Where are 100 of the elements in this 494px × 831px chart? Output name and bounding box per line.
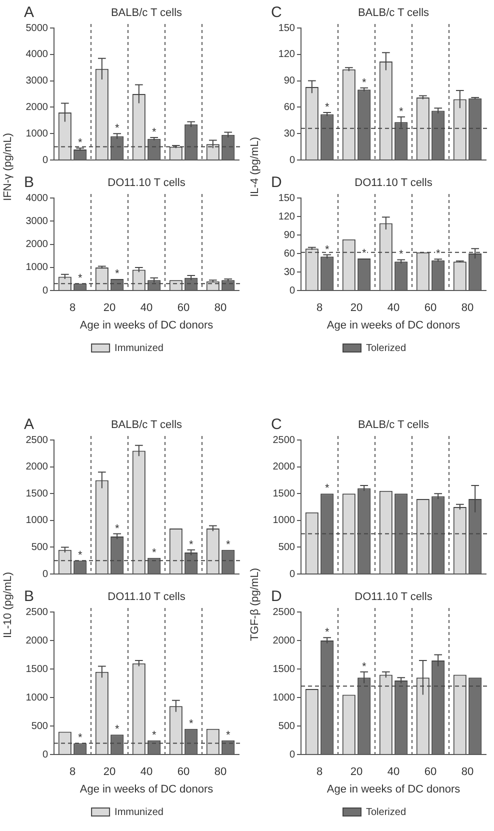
legend-label: Tolerized bbox=[366, 806, 406, 818]
y-tick-label: 1000 bbox=[272, 515, 296, 526]
y-tick-label: 150 bbox=[278, 192, 296, 204]
y-axis-title: IL-10 (pg/mL) bbox=[2, 572, 14, 638]
y-tick-label: 150 bbox=[278, 22, 296, 34]
x-tick-label: 8 bbox=[69, 766, 76, 778]
y-tick-label: 30 bbox=[284, 128, 296, 140]
data-label: * bbox=[398, 106, 404, 118]
y-tick-label: 90 bbox=[284, 230, 296, 241]
y-tick-label: 5000 bbox=[26, 22, 48, 34]
data-label: * bbox=[398, 248, 404, 261]
x-tick-label: 40 bbox=[387, 766, 400, 778]
legend-label: Immunized bbox=[114, 806, 164, 818]
x-axis-title: Age in weeks of DC donors bbox=[80, 783, 214, 796]
y-tick-label: 1500 bbox=[26, 488, 48, 500]
data-label: * bbox=[78, 137, 83, 150]
chart-subtitle: B bbox=[24, 588, 34, 605]
data-label: * bbox=[188, 718, 194, 730]
data-label: * bbox=[324, 626, 330, 639]
data-label: * bbox=[436, 248, 441, 260]
chart-subtitle: C bbox=[271, 416, 282, 433]
data-label: * bbox=[226, 538, 231, 551]
x-tick-label: 40 bbox=[387, 302, 400, 314]
y-tick-label: 1000 bbox=[26, 515, 48, 526]
data-label: * bbox=[362, 660, 367, 673]
y-tick-label: 2000 bbox=[26, 462, 48, 473]
data-label: * bbox=[78, 272, 83, 285]
y-tick-label: 0 bbox=[289, 749, 296, 760]
y-tick-label: 30 bbox=[284, 266, 296, 278]
chart-subtitle: A bbox=[24, 416, 34, 433]
data-label: * bbox=[362, 248, 367, 260]
data-label: * bbox=[152, 546, 157, 559]
y-tick-label: 2000 bbox=[272, 635, 296, 646]
x-tick-label: 8 bbox=[316, 766, 323, 778]
chart-title: DO11.10 T cells bbox=[354, 177, 433, 189]
y-tick-label: 0 bbox=[42, 749, 48, 760]
y-tick-label: 90 bbox=[284, 76, 296, 87]
x-tick-label: 60 bbox=[177, 302, 190, 314]
data-label: * bbox=[114, 122, 120, 135]
y-tick-label: 500 bbox=[31, 542, 48, 553]
x-tick-label: 40 bbox=[140, 302, 153, 314]
x-tick-label: 80 bbox=[461, 766, 474, 778]
data-label: * bbox=[152, 729, 157, 742]
data-label: * bbox=[324, 101, 330, 114]
chart-title: BALB/c T cells bbox=[110, 419, 183, 431]
y-tick-label: 60 bbox=[284, 102, 296, 113]
x-tick-label: 80 bbox=[214, 302, 227, 314]
x-tick-label: 40 bbox=[140, 766, 153, 778]
y-tick-label: 500 bbox=[278, 720, 296, 732]
y-tick-label: 2000 bbox=[272, 462, 296, 473]
x-tick-label: 20 bbox=[103, 766, 116, 778]
y-tick-label: 120 bbox=[278, 211, 296, 222]
y-tick-label: 2000 bbox=[26, 239, 48, 250]
y-tick-label: 1500 bbox=[272, 488, 296, 500]
x-tick-label: 60 bbox=[177, 766, 190, 778]
data-label: * bbox=[114, 268, 120, 280]
data-label: * bbox=[188, 538, 194, 551]
data-label: * bbox=[114, 522, 120, 535]
data-label: * bbox=[324, 482, 330, 495]
chart-title: BALB/c T cells bbox=[358, 7, 430, 19]
x-tick-label: 80 bbox=[214, 766, 227, 778]
y-tick-label: 1500 bbox=[26, 664, 48, 675]
y-tick-label: 0 bbox=[289, 568, 296, 580]
x-tick-label: 8 bbox=[69, 302, 76, 314]
y-tick-label: 2500 bbox=[26, 606, 48, 618]
y-axis-title: IL-4 (pg/mL) bbox=[249, 136, 261, 196]
legend-label: Tolerized bbox=[366, 342, 406, 354]
x-tick-label: 20 bbox=[350, 766, 363, 778]
y-tick-label: 2500 bbox=[272, 606, 296, 618]
y-tick-label: 2500 bbox=[272, 434, 296, 446]
y-tick-label: 4000 bbox=[26, 192, 48, 204]
y-tick-label: 1500 bbox=[272, 664, 296, 675]
data-label: * bbox=[114, 724, 120, 736]
y-tick-label: 0 bbox=[289, 285, 296, 296]
y-tick-label: 120 bbox=[278, 49, 296, 60]
data-label: * bbox=[324, 244, 330, 256]
data-label: * bbox=[362, 76, 367, 89]
chart-subtitle: A bbox=[24, 4, 34, 21]
chart-subtitle: D bbox=[271, 174, 282, 191]
chart-title: DO11.10 T cells bbox=[108, 591, 186, 603]
chart-subtitle: B bbox=[24, 174, 34, 191]
y-tick-label: 0 bbox=[42, 285, 48, 296]
x-tick-label: 20 bbox=[103, 302, 116, 314]
y-tick-label: 2500 bbox=[26, 434, 48, 446]
y-tick-label: 1000 bbox=[26, 692, 48, 704]
y-tick-label: 4000 bbox=[26, 49, 48, 60]
y-tick-label: 500 bbox=[278, 542, 296, 553]
x-tick-label: 60 bbox=[424, 302, 437, 314]
y-tick-label: 3000 bbox=[26, 216, 48, 227]
x-tick-label: 80 bbox=[461, 302, 474, 314]
chart-title: BALB/c T cells bbox=[358, 419, 430, 431]
x-axis-title: Age in weeks of DC donors bbox=[80, 319, 214, 332]
chart-title: BALB/c T cells bbox=[110, 7, 183, 19]
chart-title: DO11.10 T cells bbox=[108, 177, 186, 189]
y-tick-label: 0 bbox=[289, 154, 296, 166]
x-tick-label: 8 bbox=[316, 302, 323, 314]
y-tick-label: 1000 bbox=[272, 692, 296, 704]
y-tick-label: 60 bbox=[284, 248, 296, 260]
y-tick-label: 2000 bbox=[26, 102, 48, 113]
y-tick-label: 3000 bbox=[26, 76, 48, 87]
